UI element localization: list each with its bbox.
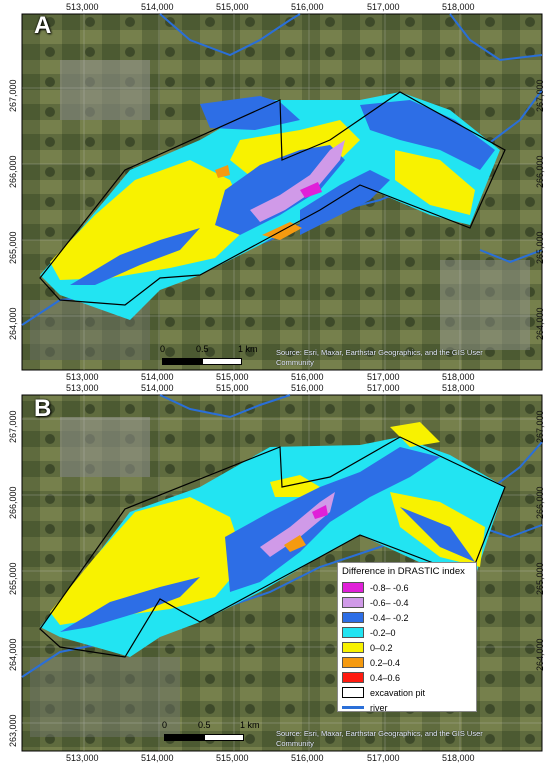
x-tick-label: 513,000 bbox=[66, 383, 99, 393]
legend-item: -0.2–0 bbox=[342, 625, 472, 640]
panel-label: B bbox=[34, 395, 52, 422]
x-tick-label: 518,000 bbox=[442, 753, 475, 763]
legend-swatch bbox=[342, 597, 364, 608]
x-tick-label: 516,000 bbox=[291, 372, 324, 382]
scale-label: 0 bbox=[160, 344, 166, 354]
scale-label: 1 km bbox=[238, 344, 258, 354]
drastic-difference-raster bbox=[40, 92, 500, 320]
legend-label: -0.6– -0.4 bbox=[370, 597, 409, 608]
x-tick-label: 514,000 bbox=[141, 753, 174, 763]
y-tick-label: 267,000 bbox=[8, 410, 18, 443]
x-tick-label: 518,000 bbox=[442, 2, 475, 12]
x-tick-label: 515,000 bbox=[216, 372, 249, 382]
panel-label: A bbox=[34, 12, 52, 39]
y-tick-label: 267,000 bbox=[535, 410, 545, 443]
x-tick-label: 517,000 bbox=[367, 383, 400, 393]
map-attribution: Source: Esri, Maxar, Earthstar Geographi… bbox=[276, 729, 483, 748]
legend-label: -0.2–0 bbox=[370, 627, 396, 638]
scale-label: 1 km bbox=[240, 720, 260, 730]
legend-label: -0.4– -0.2 bbox=[370, 612, 409, 623]
legend-swatch bbox=[342, 657, 364, 668]
legend-label: 0.2–0.4 bbox=[370, 657, 401, 668]
legend-swatch bbox=[342, 672, 364, 683]
x-tick-label: 516,000 bbox=[291, 2, 324, 12]
pit-outline-swatch bbox=[342, 687, 364, 698]
legend-item: -0.8– -0.6 bbox=[342, 580, 472, 595]
y-tick-label: 265,000 bbox=[8, 231, 18, 264]
river-line-swatch bbox=[342, 706, 364, 709]
legend-item: 0.2–0.4 bbox=[342, 655, 472, 670]
scale-label: 0.5 bbox=[198, 720, 211, 730]
legend-label: 0.4–0.6 bbox=[370, 672, 401, 683]
legend-item-river: river bbox=[342, 700, 472, 715]
scale-label: 0.5 bbox=[196, 344, 209, 354]
x-tick-label: 516,000 bbox=[291, 753, 324, 763]
legend-swatch bbox=[342, 582, 364, 593]
excavation-pit-outline bbox=[39, 91, 506, 306]
x-tick-label: 517,000 bbox=[367, 2, 400, 12]
y-tick-label: 266,000 bbox=[535, 155, 545, 188]
drastic-difference-raster bbox=[40, 422, 505, 657]
legend-item: -0.4– -0.2 bbox=[342, 610, 472, 625]
x-tick-label: 513,000 bbox=[66, 753, 99, 763]
legend-swatch bbox=[342, 612, 364, 623]
legend-label: river bbox=[370, 702, 388, 713]
map-attribution: Source: Esri, Maxar, Earthstar Geographi… bbox=[276, 348, 483, 367]
x-tick-label: 515,000 bbox=[216, 753, 249, 763]
y-tick-label: 265,000 bbox=[8, 562, 18, 595]
panel-a: A 513,000 514,000 515,000 516,000 517,00… bbox=[0, 0, 550, 382]
legend-item: -0.6– -0.4 bbox=[342, 595, 472, 610]
legend-item: 0–0.2 bbox=[342, 640, 472, 655]
scale-bar: 0 0.5 1 km bbox=[160, 720, 280, 744]
x-tick-label: 515,000 bbox=[216, 383, 249, 393]
y-tick-label: 265,000 bbox=[535, 562, 545, 595]
y-tick-label: 264,000 bbox=[8, 307, 18, 340]
scale-bar: 0 0.5 1 km bbox=[158, 344, 278, 368]
y-tick-label: 263,000 bbox=[8, 714, 18, 747]
legend-title: Difference in DRASTIC index bbox=[342, 566, 465, 577]
y-tick-label: 264,000 bbox=[535, 307, 545, 340]
legend-label: -0.8– -0.6 bbox=[370, 582, 409, 593]
legend-swatch bbox=[342, 642, 364, 653]
x-tick-label: 514,000 bbox=[141, 2, 174, 12]
map-legend: Difference in DRASTIC index -0.8– -0.6 -… bbox=[337, 562, 477, 715]
x-tick-label: 513,000 bbox=[66, 2, 99, 12]
legend-label: 0–0.2 bbox=[370, 642, 393, 653]
y-tick-label: 264,000 bbox=[535, 638, 545, 671]
x-tick-label: 517,000 bbox=[367, 753, 400, 763]
x-tick-label: 514,000 bbox=[141, 372, 174, 382]
x-tick-label: 516,000 bbox=[291, 383, 324, 393]
x-tick-label: 518,000 bbox=[442, 372, 475, 382]
y-tick-label: 265,000 bbox=[535, 231, 545, 264]
x-tick-label: 515,000 bbox=[216, 2, 249, 12]
scale-label: 0 bbox=[162, 720, 168, 730]
y-tick-label: 267,000 bbox=[8, 79, 18, 112]
y-tick-label: 267,000 bbox=[535, 79, 545, 112]
x-tick-label: 517,000 bbox=[367, 372, 400, 382]
x-tick-label: 513,000 bbox=[66, 372, 99, 382]
y-tick-label: 266,000 bbox=[8, 486, 18, 519]
y-tick-label: 266,000 bbox=[535, 486, 545, 519]
legend-item-pit: excavation pit bbox=[342, 685, 472, 700]
legend-swatch bbox=[342, 627, 364, 638]
legend-label: excavation pit bbox=[370, 687, 426, 698]
y-tick-label: 266,000 bbox=[8, 155, 18, 188]
x-tick-label: 514,000 bbox=[141, 383, 174, 393]
y-tick-label: 264,000 bbox=[8, 638, 18, 671]
legend-item: 0.4–0.6 bbox=[342, 670, 472, 685]
x-tick-label: 518,000 bbox=[442, 383, 475, 393]
map-a-canvas bbox=[21, 13, 543, 371]
